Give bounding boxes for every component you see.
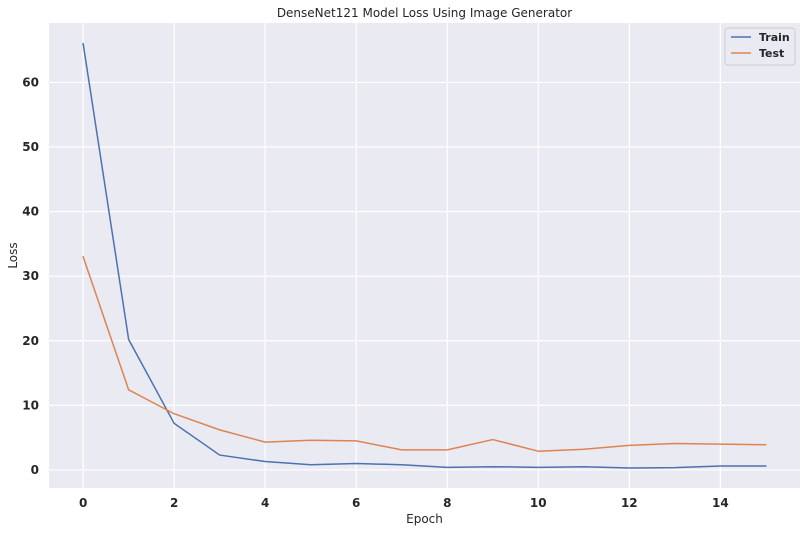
x-tick-label: 4 (261, 496, 269, 510)
x-tick-label: 10 (530, 496, 547, 510)
y-tick-label: 10 (22, 398, 39, 412)
legend: Train Test (724, 27, 796, 66)
x-tick-label: 2 (170, 496, 178, 510)
y-tick-label: 20 (22, 334, 39, 348)
y-tick-label: 0 (31, 463, 39, 477)
y-tick-label: 30 (22, 269, 39, 283)
series-line-train (82, 42, 767, 469)
series-line-test (82, 256, 767, 452)
y-tick-label: 40 (22, 205, 39, 219)
y-tick-label: 60 (22, 75, 39, 89)
x-tick-label: 8 (443, 496, 451, 510)
x-tick-label: 6 (352, 496, 360, 510)
legend-label-test: Test (759, 47, 784, 60)
y-gridlines (49, 81, 800, 471)
legend-label-train: Train (759, 31, 790, 44)
x-tick-label: 14 (712, 496, 729, 510)
chart-title: DenseNet121 Model Loss Using Image Gener… (277, 6, 572, 20)
plot-background (49, 23, 800, 488)
y-tick-label: 50 (22, 140, 39, 154)
series-layer (82, 42, 767, 469)
x-tick-label: 12 (621, 496, 638, 510)
y-tick-labels: 0 10 20 30 40 50 60 (22, 75, 39, 477)
x-tick-label: 0 (79, 496, 87, 510)
y-axis-label: Loss (6, 242, 20, 268)
x-axis-label: Epoch (406, 512, 443, 526)
x-tick-labels: 0 2 4 6 8 10 12 14 (79, 496, 729, 510)
x-gridlines (82, 23, 721, 488)
